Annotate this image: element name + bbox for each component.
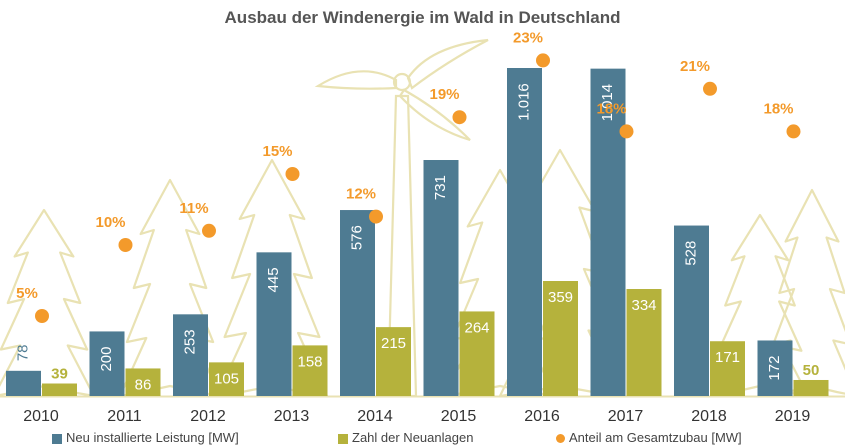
- legend-item-anteil: Anteil am Gesamtzubau [MW]: [556, 430, 742, 445]
- label-anteil-2018: 21%: [680, 58, 710, 75]
- x-tick-label-2017: 2017: [608, 408, 644, 425]
- x-tick-label-2015: 2015: [441, 408, 477, 425]
- bar-leistung-2019: [757, 340, 793, 396]
- label-anlagen-2013: 158: [297, 353, 322, 370]
- label-anlagen-2018: 171: [715, 349, 740, 366]
- dot-anteil-2015: [452, 110, 467, 125]
- bar-anlagen-2011: [125, 368, 161, 396]
- label-anlagen-2017: 334: [631, 297, 656, 314]
- legend-item-leistung: Neu installierte Leistung [MW]: [52, 430, 239, 445]
- chart-legend: Neu installierte Leistung [MW] Zahl der …: [0, 430, 845, 445]
- label-leistung-2010: 78: [14, 344, 31, 361]
- label-anteil-2015: 19%: [429, 86, 459, 103]
- bar-leistung-2013: [256, 252, 292, 396]
- dot-anteil-2010: [35, 309, 49, 323]
- chart-title: Ausbau der Windenergie im Wald in Deutsc…: [224, 8, 621, 27]
- bar-anlagen-2012: [209, 362, 244, 396]
- legend-label-leistung: Neu installierte Leistung [MW]: [66, 430, 239, 445]
- label-anteil-2014: 12%: [346, 186, 376, 203]
- bar-leistung-2018: [674, 225, 709, 396]
- label-anlagen-2010: 39: [51, 366, 68, 383]
- chart-marks: 78 39 5% 2010 200 86 10% 2011 253 105 11% 2012 445 15…: [6, 29, 829, 425]
- bar-anlagen-2017: [626, 289, 662, 396]
- label-anlagen-2016: 359: [548, 289, 573, 306]
- x-tick-label-2018: 2018: [691, 408, 727, 425]
- label-anteil-2011: 10%: [95, 214, 125, 231]
- bar-leistung-2016: [507, 68, 542, 396]
- x-tick-label-2011: 2011: [107, 408, 142, 425]
- tree-outline-2: [118, 178, 222, 398]
- label-anteil-2010: 5%: [16, 285, 38, 302]
- bar-leistung-2012: [173, 314, 208, 396]
- legend-swatch-leistung: [52, 433, 62, 444]
- x-tick-label-2014: 2014: [357, 408, 393, 425]
- legend-item-anlagen: Zahl der Neuanlagen: [338, 430, 473, 445]
- legend-label-anlagen: Zahl der Neuanlagen: [352, 430, 474, 445]
- x-tick-label-2010: 2010: [23, 408, 59, 425]
- label-leistung-2011: 200: [98, 347, 115, 372]
- dot-anteil-2014: [369, 209, 383, 224]
- bar-leistung-2017: [590, 68, 626, 397]
- label-anlagen-2015: 264: [464, 319, 489, 336]
- dot-anteil-2019: [786, 124, 801, 139]
- label-leistung-2014: 576: [348, 225, 365, 250]
- dot-anteil-2013: [285, 167, 300, 181]
- label-leistung-2017: 1.014: [599, 84, 616, 122]
- label-anteil-2019: 18%: [763, 100, 793, 117]
- label-anlagen-2014: 215: [381, 335, 406, 352]
- x-tick-label-2013: 2013: [274, 408, 310, 425]
- bar-leistung-2011: [89, 331, 125, 396]
- label-anlagen-2012: 105: [214, 370, 239, 387]
- label-anteil-2016: 23%: [513, 29, 543, 46]
- label-leistung-2016: 1.016: [515, 83, 532, 121]
- bar-anlagen-2015: [459, 311, 495, 396]
- label-anteil-2013: 15%: [262, 143, 292, 160]
- label-anteil-2012: 11%: [179, 200, 208, 217]
- bar-anlagen-2010: [42, 383, 77, 396]
- label-anteil-2017: 18%: [596, 100, 626, 117]
- label-leistung-2015: 731: [432, 175, 449, 200]
- bar-leistung-2014: [340, 210, 375, 396]
- x-tick-label-2016: 2016: [524, 408, 560, 425]
- bar-leistung-2010: [6, 370, 41, 396]
- label-anlagen-2019: 50: [803, 362, 820, 379]
- legend-label-anteil: Anteil am Gesamtzubau [MW]: [569, 430, 742, 445]
- bar-anlagen-2019: [793, 379, 829, 396]
- legend-dot-anteil: [556, 434, 565, 444]
- bar-anlagen-2013: [292, 345, 328, 396]
- label-leistung-2019: 172: [766, 356, 783, 381]
- dot-anteil-2017: [619, 124, 634, 139]
- label-leistung-2013: 445: [265, 267, 282, 292]
- bar-anlagen-2018: [710, 341, 745, 396]
- label-leistung-2012: 253: [181, 329, 198, 354]
- legend-swatch-anlagen: [338, 433, 348, 444]
- dot-anteil-2018: [703, 81, 717, 96]
- bar-leistung-2015: [423, 160, 459, 396]
- tree-outline-1: [0, 208, 96, 398]
- bar-anlagen-2014: [376, 327, 411, 396]
- x-tick-label-2019: 2019: [775, 408, 811, 425]
- dot-anteil-2012: [202, 223, 216, 238]
- x-tick-label-2012: 2012: [190, 408, 226, 425]
- label-anlagen-2011: 86: [135, 376, 152, 393]
- label-leistung-2018: 528: [682, 241, 699, 266]
- dot-anteil-2011: [118, 238, 133, 252]
- dot-anteil-2016: [536, 53, 550, 68]
- bar-anlagen-2016: [543, 281, 578, 396]
